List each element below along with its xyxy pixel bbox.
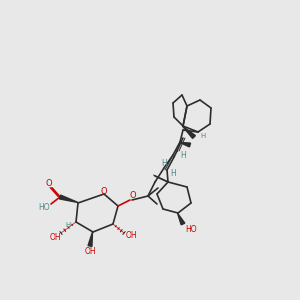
- Text: H: H: [180, 151, 186, 160]
- Polygon shape: [88, 232, 92, 246]
- Text: HO: HO: [38, 202, 50, 211]
- Text: OH: OH: [125, 232, 137, 241]
- Text: O: O: [130, 191, 136, 200]
- Text: H: H: [161, 160, 167, 169]
- Polygon shape: [178, 213, 185, 225]
- Text: HO: HO: [185, 224, 197, 233]
- Text: H: H: [200, 133, 206, 139]
- Text: OH: OH: [49, 233, 61, 242]
- Text: OH: OH: [84, 248, 96, 256]
- Text: H: H: [65, 222, 70, 228]
- Text: O: O: [46, 179, 52, 188]
- Polygon shape: [59, 195, 78, 202]
- Text: O: O: [101, 187, 107, 196]
- Polygon shape: [183, 126, 195, 138]
- Text: H: H: [170, 169, 176, 178]
- Polygon shape: [180, 142, 190, 147]
